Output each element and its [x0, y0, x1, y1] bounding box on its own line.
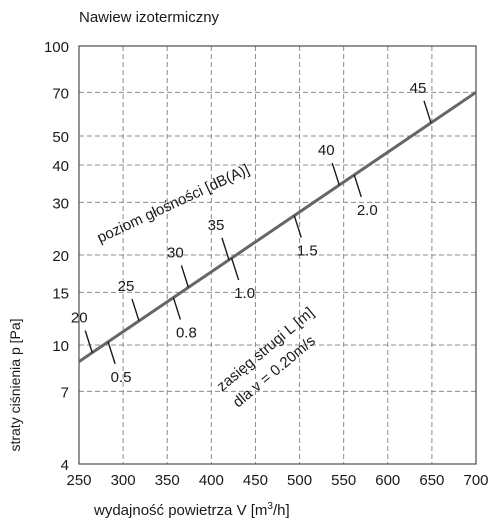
noise-tick	[221, 237, 230, 261]
x-tick-label: 300	[111, 472, 136, 489]
plot-frame	[78, 45, 477, 465]
noise-tick	[423, 100, 432, 124]
y-tick-label: 20	[52, 248, 69, 265]
range-label: 0.5	[111, 369, 132, 386]
axes: 250 300 350 400 450 500 550 600 650 7004710152030…	[44, 39, 489, 489]
range-tick	[172, 297, 182, 320]
range-label: 1.0	[234, 285, 255, 302]
x-tick-label: 550	[331, 472, 356, 489]
range-label: 1.5	[297, 243, 318, 260]
x-axis-label-end: /h]	[273, 502, 290, 519]
marks: 20 25 30 35 40 45 0.5 0.8 1.0 1.5 2.0	[71, 80, 432, 386]
series	[78, 91, 477, 363]
y-tick-label: 4	[61, 457, 69, 474]
x-tick-label: 450	[243, 472, 268, 489]
range-tick	[293, 215, 302, 238]
y-tick-label: 70	[52, 85, 69, 102]
y-tick-label: 7	[61, 384, 69, 401]
x-axis-label: wydajność powietrza V [m3/h]	[93, 501, 290, 519]
noise-tick	[331, 162, 340, 186]
chart-title: Nawiew izotermiczny	[79, 9, 220, 26]
noise-label: 25	[118, 278, 135, 295]
x-axis-label-sup: 3	[267, 501, 273, 512]
x-tick-label: 350	[155, 472, 180, 489]
noise-label: 30	[167, 244, 184, 261]
x-axis-label-main: wydajność powietrza V [m	[93, 502, 267, 519]
range-label: 2.0	[357, 202, 378, 219]
y-axis-label: straty ciśnienia p [Pa]	[7, 318, 23, 451]
y-tick-label: 15	[52, 285, 69, 302]
y-tick-label: 10	[52, 338, 69, 355]
y-tick-label: 50	[52, 129, 69, 146]
x-tick-label: 600	[375, 472, 400, 489]
y-tick-label: 100	[44, 39, 69, 56]
noise-label: 20	[71, 310, 88, 327]
range-tick	[353, 174, 362, 198]
annotation-noise: poziom głośności [dB(A)]	[95, 161, 253, 247]
range-label: 0.8	[176, 325, 197, 342]
noise-tick	[180, 265, 190, 288]
x-tick-label: 400	[199, 472, 224, 489]
noise-tick	[131, 298, 140, 322]
range-tick	[230, 257, 240, 281]
noise-label: 45	[410, 80, 427, 97]
grid	[79, 46, 476, 464]
x-tick-label: 250	[66, 472, 91, 489]
x-tick-label: 500	[287, 472, 312, 489]
x-tick-label: 650	[419, 472, 444, 489]
noise-tick	[84, 330, 93, 353]
noise-label: 40	[318, 142, 335, 159]
y-tick-label: 30	[52, 195, 69, 212]
noise-label: 35	[208, 217, 225, 234]
series-line	[78, 91, 477, 363]
x-tick-label: 700	[463, 472, 488, 489]
y-tick-label: 40	[52, 158, 69, 175]
range-tick	[107, 341, 116, 365]
